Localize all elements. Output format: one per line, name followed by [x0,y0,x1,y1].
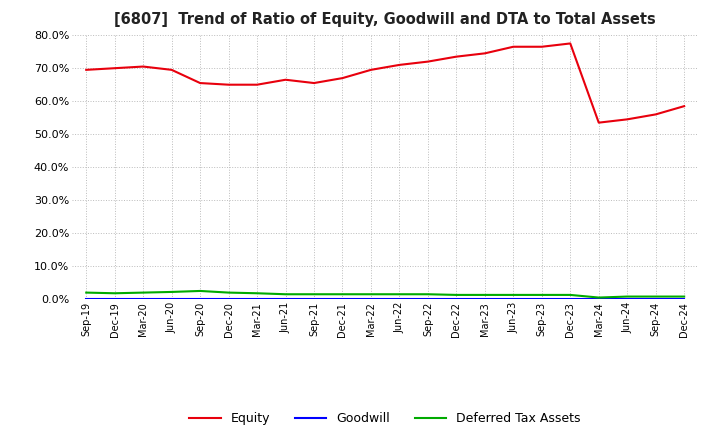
Goodwill [167,297,176,302]
Deferred Tax Assets [310,292,318,297]
Goodwill [452,297,461,302]
Equity [167,67,176,73]
Goodwill [423,297,432,302]
Deferred Tax Assets [480,292,489,297]
Equity [366,67,375,73]
Equity [82,67,91,73]
Deferred Tax Assets [225,290,233,295]
Goodwill [680,297,688,302]
Deferred Tax Assets [680,294,688,299]
Deferred Tax Assets [139,290,148,295]
Deferred Tax Assets [452,292,461,297]
Equity [196,81,204,86]
Goodwill [480,297,489,302]
Deferred Tax Assets [509,292,518,297]
Deferred Tax Assets [366,292,375,297]
Equity [537,44,546,49]
Equity [395,62,404,67]
Deferred Tax Assets [253,291,261,296]
Goodwill [509,297,518,302]
Title: [6807]  Trend of Ratio of Equity, Goodwill and DTA to Total Assets: [6807] Trend of Ratio of Equity, Goodwil… [114,12,656,27]
Goodwill [338,297,347,302]
Deferred Tax Assets [623,294,631,299]
Goodwill [310,297,318,302]
Legend: Equity, Goodwill, Deferred Tax Assets: Equity, Goodwill, Deferred Tax Assets [184,407,586,430]
Equity [680,103,688,109]
Deferred Tax Assets [423,292,432,297]
Equity [253,82,261,87]
Deferred Tax Assets [595,295,603,300]
Equity [595,120,603,125]
Goodwill [652,297,660,302]
Equity [480,51,489,56]
Deferred Tax Assets [537,292,546,297]
Equity [282,77,290,82]
Equity [423,59,432,64]
Deferred Tax Assets [652,294,660,299]
Equity [509,44,518,49]
Goodwill [253,297,261,302]
Goodwill [225,297,233,302]
Goodwill [395,297,404,302]
Goodwill [110,297,119,302]
Equity [652,112,660,117]
Goodwill [366,297,375,302]
Goodwill [282,297,290,302]
Deferred Tax Assets [282,292,290,297]
Line: Equity: Equity [86,44,684,123]
Goodwill [623,297,631,302]
Deferred Tax Assets [395,292,404,297]
Goodwill [566,297,575,302]
Equity [225,82,233,87]
Deferred Tax Assets [82,290,91,295]
Deferred Tax Assets [110,291,119,296]
Deferred Tax Assets [566,292,575,297]
Equity [566,41,575,46]
Line: Deferred Tax Assets: Deferred Tax Assets [86,291,684,297]
Deferred Tax Assets [196,288,204,293]
Goodwill [595,297,603,302]
Goodwill [139,297,148,302]
Equity [452,54,461,59]
Goodwill [82,297,91,302]
Deferred Tax Assets [167,290,176,295]
Goodwill [537,297,546,302]
Deferred Tax Assets [338,292,347,297]
Equity [623,117,631,122]
Equity [310,81,318,86]
Goodwill [196,297,204,302]
Equity [110,66,119,71]
Equity [139,64,148,69]
Equity [338,75,347,81]
